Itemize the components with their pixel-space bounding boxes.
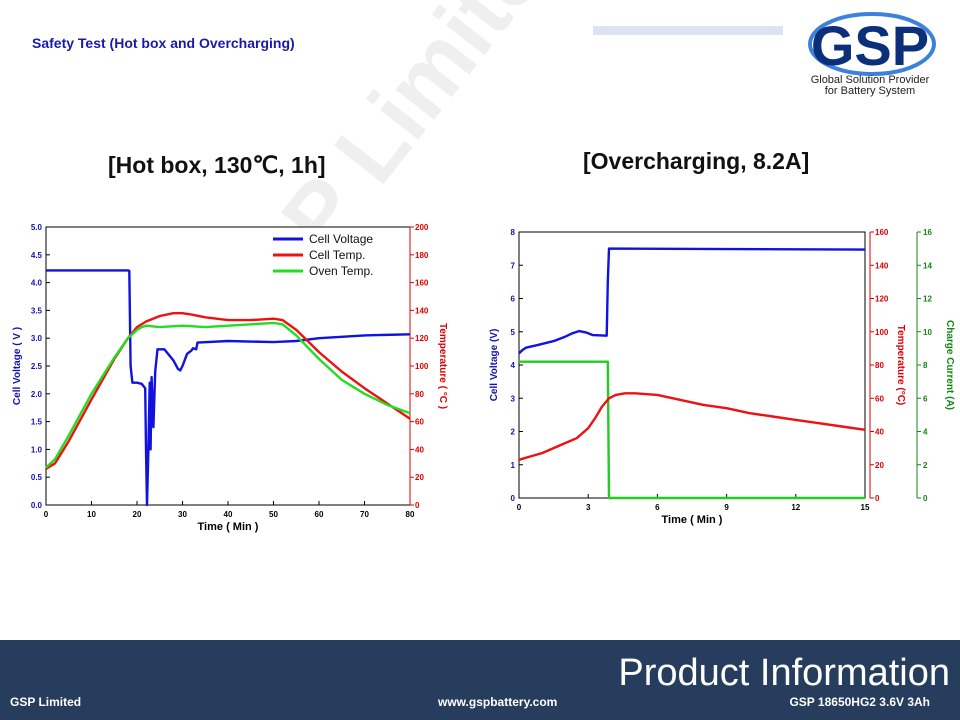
x-tick-label: 3 — [586, 503, 591, 512]
series-line-oven-temp — [45, 321, 411, 469]
y3-tick-label: 10 — [923, 328, 932, 337]
y3-tick-label: 4 — [923, 428, 928, 437]
hotbox-chart-title: [Hot box, 130℃, 1h] — [108, 152, 326, 178]
x-axis-label: Time ( Min ) — [198, 521, 259, 533]
series-line-charge-current — [519, 360, 865, 500]
x-tick-label: 30 — [178, 510, 187, 519]
logo-tagline-2: for Battery System — [825, 85, 915, 97]
x-tick-label: 60 — [315, 510, 324, 519]
x-tick-label: 9 — [724, 503, 729, 512]
y2-tick-label: 60 — [875, 394, 884, 403]
y2-axis-label: Temperature (°C) — [895, 325, 906, 406]
y2-tick-label: 40 — [415, 445, 424, 454]
y3-tick-label: 0 — [923, 494, 928, 503]
y-tick-label: 5.0 — [31, 223, 43, 232]
y-tick-label: 0 — [511, 494, 516, 503]
x-tick-label: 0 — [517, 503, 522, 512]
y2-tick-label: 140 — [415, 306, 429, 315]
y-tick-label: 2.0 — [31, 390, 43, 399]
y2-tick-label: 120 — [875, 295, 889, 304]
y2-tick-label: 200 — [415, 223, 429, 232]
plot-frame — [518, 231, 866, 499]
y-axis-label: Cell Voltage (V) — [489, 329, 500, 402]
series-line-cell-voltage — [518, 247, 866, 355]
y3-tick-label: 14 — [923, 261, 932, 270]
y-tick-label: 4.0 — [31, 279, 43, 288]
legend-label: Oven Temp. — [309, 264, 373, 278]
y-tick-label: 8 — [511, 228, 516, 237]
footer-website[interactable]: www.gspbattery.com — [438, 695, 558, 709]
y-tick-label: 1.0 — [31, 445, 43, 454]
y-tick-label: 1.5 — [31, 418, 43, 427]
y2-tick-label: 80 — [875, 361, 884, 370]
header-accent-bar — [593, 26, 783, 35]
y2-tick-label: 120 — [415, 334, 429, 343]
plot-frame — [45, 226, 411, 506]
y-tick-label: 7 — [511, 261, 516, 270]
y-tick-label: 1 — [511, 461, 516, 470]
footer-company: GSP Limited — [10, 695, 82, 709]
y2-tick-label: 160 — [875, 228, 889, 237]
x-tick-label: 6 — [655, 503, 660, 512]
x-tick-label: 20 — [133, 510, 142, 519]
y-tick-label: 3.0 — [31, 334, 43, 343]
y2-tick-label: 160 — [415, 279, 429, 288]
y-tick-label: 3 — [511, 394, 516, 403]
y2-tick-label: 20 — [875, 461, 884, 470]
x-tick-label: 50 — [269, 510, 278, 519]
overcharge-chart-title: [Overcharging, 8.2A] — [583, 148, 810, 174]
legend-label: Cell Temp. — [309, 248, 365, 262]
x-tick-label: 12 — [791, 503, 800, 512]
y3-tick-label: 6 — [923, 394, 928, 403]
x-tick-label: 0 — [44, 510, 49, 519]
y-tick-label: 6 — [511, 295, 516, 304]
y3-axis-label: Charge Current (A) — [944, 320, 955, 410]
y2-axis-label: Temperature ( °C ) — [437, 323, 448, 409]
x-tick-label: 70 — [360, 510, 369, 519]
logo-tagline-1: Global Solution Provider — [811, 74, 930, 86]
y-axis-label: Cell Voltage ( V ) — [12, 327, 23, 405]
logo-text: GSP — [811, 14, 929, 77]
y2-tick-label: 0 — [415, 501, 420, 510]
y-tick-label: 0.0 — [31, 501, 43, 510]
series-line-cell-voltage — [46, 269, 411, 507]
y2-tick-label: 0 — [875, 494, 880, 503]
gsp-logo: GSP Global Solution Provider for Battery… — [808, 12, 936, 97]
x-tick-label: 40 — [224, 510, 233, 519]
legend-label: Cell Voltage — [309, 232, 373, 246]
y2-tick-label: 180 — [415, 251, 429, 260]
series-line-cell-temp — [518, 392, 866, 461]
y2-tick-label: 40 — [875, 428, 884, 437]
y-tick-label: 2 — [511, 428, 516, 437]
logo-swoosh — [808, 12, 936, 76]
y-tick-label: 3.5 — [31, 306, 43, 315]
y2-tick-label: 100 — [415, 362, 429, 371]
y3-tick-label: 8 — [923, 361, 928, 370]
y2-tick-label: 140 — [875, 261, 889, 270]
y3-tick-label: 2 — [923, 461, 928, 470]
footer-heading: Product Information — [618, 652, 950, 694]
x-axis-label: Time ( Min ) — [662, 514, 723, 526]
y2-tick-label: 60 — [415, 418, 424, 427]
x-tick-label: 10 — [87, 510, 96, 519]
y3-tick-label: 12 — [923, 295, 932, 304]
x-tick-label: 15 — [861, 503, 870, 512]
hotbox-chart: 0 10 20 30 40 50 60 70 80 Time ( Min ) 0.0 0.5 1.0 1.… — [12, 223, 448, 533]
x-tick-label: 80 — [406, 510, 415, 519]
footer-product: GSP 18650HG2 3.6V 3Ah — [789, 695, 930, 709]
y-tick-label: 2.5 — [31, 362, 43, 371]
y-tick-label: 4.5 — [31, 251, 43, 260]
y2-tick-label: 80 — [415, 390, 424, 399]
y3-tick-label: 16 — [923, 228, 932, 237]
footer-band — [0, 640, 960, 720]
y-tick-label: 4 — [511, 361, 516, 370]
y-tick-label: 5 — [511, 328, 516, 337]
y-tick-label: 0.5 — [31, 473, 43, 482]
y2-tick-label: 100 — [875, 328, 889, 337]
series-line-cell-temp — [45, 311, 411, 470]
y2-tick-label: 20 — [415, 473, 424, 482]
slide-title: Safety Test (Hot box and Overcharging) — [32, 35, 295, 51]
